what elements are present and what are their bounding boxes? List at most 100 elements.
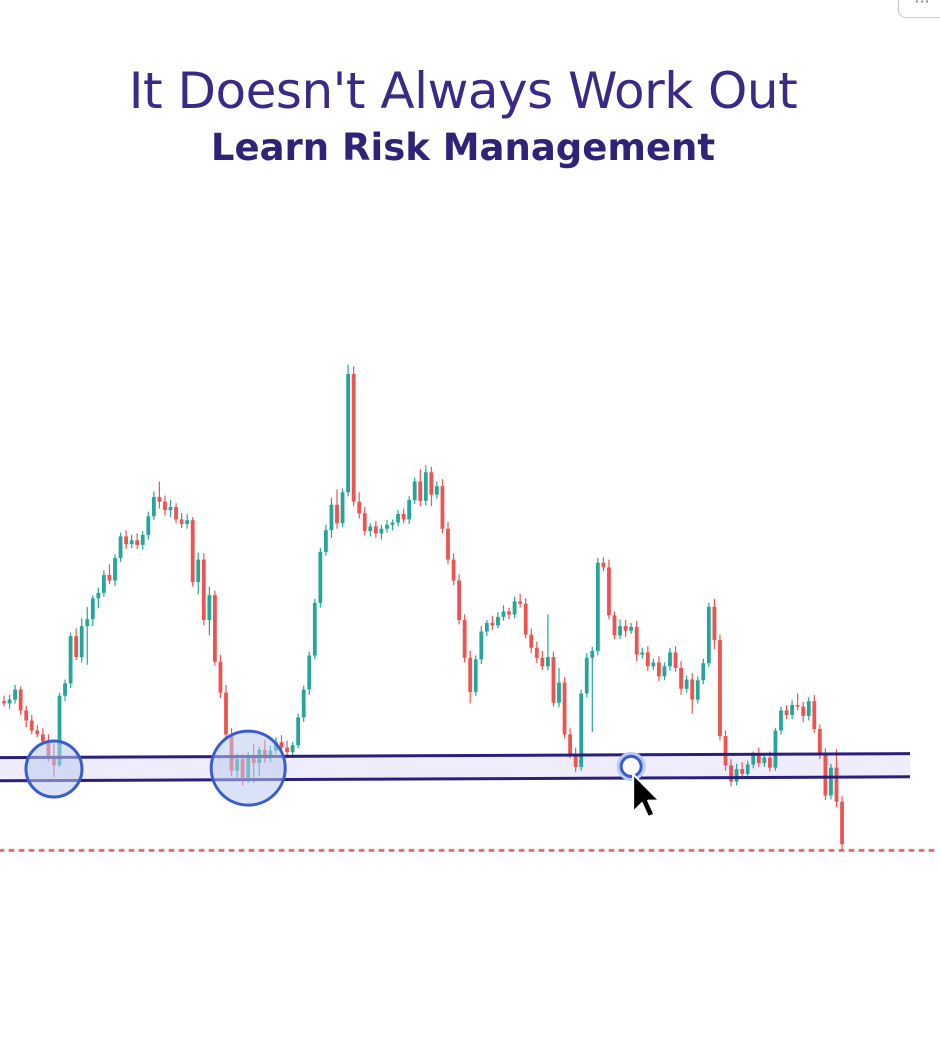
candle-body bbox=[401, 514, 406, 520]
candle-body bbox=[318, 551, 323, 603]
candle-body bbox=[7, 699, 12, 704]
candle-body bbox=[562, 682, 567, 735]
candle-body bbox=[634, 626, 639, 655]
candle-body bbox=[473, 659, 478, 692]
candle-body bbox=[85, 619, 90, 627]
candle-body bbox=[546, 657, 550, 667]
candle-body bbox=[773, 730, 778, 768]
candle-body bbox=[768, 757, 772, 768]
candle-body bbox=[601, 562, 606, 568]
touch-marker-circle bbox=[24, 739, 84, 799]
candle-body bbox=[595, 562, 600, 651]
candle-body bbox=[290, 745, 295, 753]
candle-body bbox=[218, 661, 223, 693]
candle-body bbox=[518, 601, 523, 604]
candle-body bbox=[2, 701, 6, 704]
candle-body bbox=[557, 682, 561, 703]
candle-body bbox=[79, 626, 84, 658]
candle-body bbox=[29, 720, 34, 731]
candle-body bbox=[507, 611, 511, 615]
candle-body bbox=[523, 603, 528, 635]
candle-body bbox=[373, 526, 378, 534]
candle-body bbox=[551, 657, 556, 703]
candle-body bbox=[151, 496, 156, 517]
candle-body bbox=[196, 559, 201, 583]
candle-body bbox=[118, 536, 123, 559]
candle-body bbox=[190, 520, 195, 583]
candle-body bbox=[113, 558, 117, 581]
candle-body bbox=[529, 634, 534, 648]
candle-body bbox=[146, 516, 151, 535]
candle-body bbox=[201, 559, 206, 620]
candle-body bbox=[57, 695, 62, 766]
candle-body bbox=[35, 730, 40, 735]
candle-body bbox=[140, 534, 145, 545]
candle-body bbox=[329, 504, 334, 531]
candle-body bbox=[102, 575, 106, 593]
candle-body bbox=[346, 374, 350, 493]
candle-body bbox=[163, 501, 167, 511]
candle-body bbox=[640, 652, 645, 655]
candle-body bbox=[573, 754, 578, 767]
candle-body bbox=[396, 514, 400, 523]
candle-body bbox=[279, 742, 284, 748]
candle-body bbox=[784, 710, 789, 716]
candle-body bbox=[357, 501, 362, 514]
more-options-button[interactable]: ··· bbox=[898, 0, 940, 18]
candle-body bbox=[490, 623, 495, 626]
candle-body bbox=[501, 611, 506, 617]
candle-body bbox=[385, 524, 389, 529]
touch-marker-halo bbox=[616, 751, 646, 781]
candle-body bbox=[668, 652, 672, 667]
candle-body bbox=[179, 519, 184, 525]
candle-body bbox=[124, 536, 128, 545]
candle-body bbox=[701, 663, 706, 681]
candle-body bbox=[795, 705, 800, 707]
candle-body bbox=[645, 652, 650, 667]
candle-body bbox=[451, 559, 456, 581]
candle-body bbox=[418, 481, 423, 501]
candle-body bbox=[13, 689, 17, 700]
candle-body bbox=[40, 734, 45, 742]
candle-body bbox=[817, 728, 822, 756]
candle-body bbox=[718, 640, 722, 736]
candle-body bbox=[723, 735, 728, 766]
candle-body bbox=[285, 747, 289, 753]
candle-body bbox=[840, 801, 844, 845]
candle-body bbox=[440, 486, 445, 529]
candle-body bbox=[207, 595, 212, 620]
candle-body bbox=[435, 486, 439, 495]
candle-body bbox=[806, 701, 811, 716]
candle-body bbox=[751, 754, 756, 765]
candle-body bbox=[496, 616, 500, 626]
candle-body bbox=[412, 481, 417, 501]
candle-body bbox=[612, 615, 617, 636]
candle-body bbox=[362, 513, 367, 532]
candle-body bbox=[390, 522, 395, 525]
candle-body bbox=[623, 626, 628, 631]
candle-body bbox=[662, 666, 667, 677]
candle-body bbox=[90, 598, 95, 620]
candle-body bbox=[224, 692, 228, 735]
candle-body bbox=[607, 567, 611, 616]
chart-title: It Doesn't Always Work Out bbox=[128, 62, 798, 120]
candle-body bbox=[740, 769, 745, 774]
candle-body bbox=[790, 705, 794, 716]
candle-body bbox=[690, 679, 695, 700]
candle-body bbox=[335, 504, 339, 524]
candle-body bbox=[695, 680, 700, 700]
candle-body bbox=[174, 507, 178, 520]
candle-body bbox=[351, 374, 356, 502]
candle-body bbox=[324, 530, 328, 552]
candle-body bbox=[484, 623, 489, 632]
support-zone-lower-line bbox=[0, 775, 911, 783]
candle-body bbox=[68, 636, 73, 684]
candle-body bbox=[407, 500, 412, 520]
support-zone-upper-line bbox=[0, 752, 911, 760]
candle-body bbox=[168, 507, 173, 511]
candle-body bbox=[829, 767, 833, 796]
candle-body bbox=[657, 662, 661, 677]
candle-body bbox=[379, 528, 384, 534]
candle-body bbox=[745, 764, 750, 774]
candle-body bbox=[96, 592, 101, 599]
